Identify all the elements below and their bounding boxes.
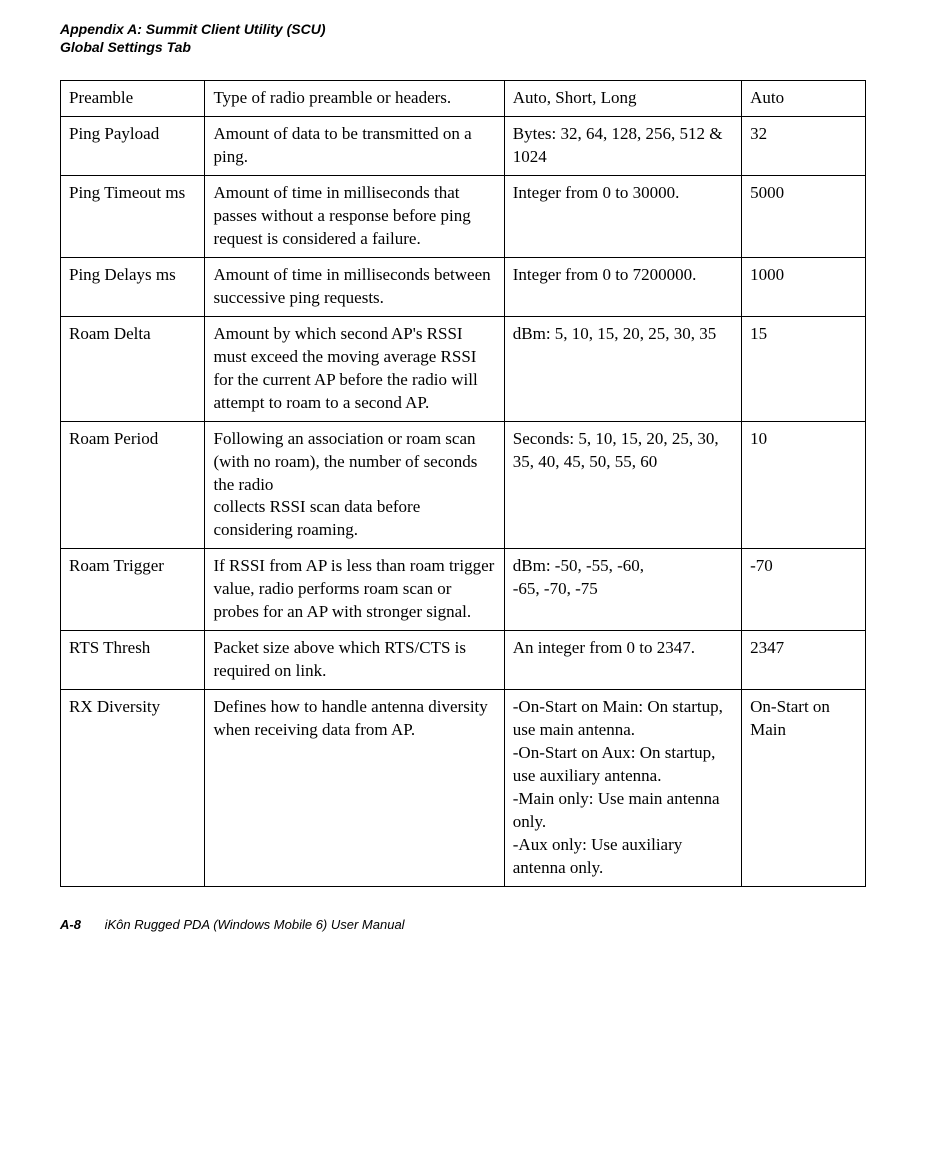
cell-default: 15 bbox=[742, 316, 866, 421]
cell-name: Ping Delays ms bbox=[61, 258, 205, 317]
page-number: A-8 bbox=[60, 917, 81, 932]
cell-options: Integer from 0 to 7200000. bbox=[504, 258, 741, 317]
cell-name: Roam Trigger bbox=[61, 549, 205, 631]
cell-default: 1000 bbox=[742, 258, 866, 317]
table-row: Roam PeriodFollowing an association or r… bbox=[61, 421, 866, 549]
manual-title: iKôn Rugged PDA (Windows Mobile 6) User … bbox=[105, 917, 405, 932]
cell-description: Amount of data to be transmitted on a pi… bbox=[205, 117, 504, 176]
cell-options: Seconds: 5, 10, 15, 20, 25, 30, 35, 40, … bbox=[504, 421, 741, 549]
cell-name: Ping Payload bbox=[61, 117, 205, 176]
table-row: Ping PayloadAmount of data to be transmi… bbox=[61, 117, 866, 176]
table-row: RX DiversityDefines how to handle antenn… bbox=[61, 690, 866, 887]
cell-description: Packet size above which RTS/CTS is requi… bbox=[205, 631, 504, 690]
cell-name: Roam Delta bbox=[61, 316, 205, 421]
cell-description: Following an association or roam scan (w… bbox=[205, 421, 504, 549]
cell-name: RX Diversity bbox=[61, 690, 205, 887]
cell-options: -On-Start on Main: On startup, use main … bbox=[504, 690, 741, 887]
table-row: Roam TriggerIf RSSI from AP is less than… bbox=[61, 549, 866, 631]
cell-description: Amount by which second AP's RSSI must ex… bbox=[205, 316, 504, 421]
cell-name: Preamble bbox=[61, 81, 205, 117]
table-row: RTS ThreshPacket size above which RTS/CT… bbox=[61, 631, 866, 690]
cell-default: On-Start on Main bbox=[742, 690, 866, 887]
cell-description: Defines how to handle antenna diversity … bbox=[205, 690, 504, 887]
cell-name: Roam Period bbox=[61, 421, 205, 549]
header-line-1: Appendix A: Summit Client Utility (SCU) bbox=[60, 20, 866, 38]
table-body: PreambleType of radio preamble or header… bbox=[61, 81, 866, 886]
document-page: Appendix A: Summit Client Utility (SCU) … bbox=[0, 0, 926, 952]
cell-options: Integer from 0 to 30000. bbox=[504, 176, 741, 258]
cell-options: dBm: -50, -55, -60,-65, -70, -75 bbox=[504, 549, 741, 631]
cell-options: Auto, Short, Long bbox=[504, 81, 741, 117]
cell-default: 2347 bbox=[742, 631, 866, 690]
page-footer: A-8 iKôn Rugged PDA (Windows Mobile 6) U… bbox=[60, 917, 866, 932]
cell-default: 5000 bbox=[742, 176, 866, 258]
table-row: PreambleType of radio preamble or header… bbox=[61, 81, 866, 117]
cell-description: Type of radio preamble or headers. bbox=[205, 81, 504, 117]
cell-options: An integer from 0 to 2347. bbox=[504, 631, 741, 690]
cell-description: Amount of time in milliseconds between s… bbox=[205, 258, 504, 317]
table-row: Roam DeltaAmount by which second AP's RS… bbox=[61, 316, 866, 421]
cell-default: Auto bbox=[742, 81, 866, 117]
cell-options: dBm: 5, 10, 15, 20, 25, 30, 35 bbox=[504, 316, 741, 421]
cell-name: Ping Timeout ms bbox=[61, 176, 205, 258]
table-row: Ping Timeout msAmount of time in millise… bbox=[61, 176, 866, 258]
cell-description: Amount of time in milliseconds that pass… bbox=[205, 176, 504, 258]
header-line-2: Global Settings Tab bbox=[60, 38, 866, 56]
cell-default: -70 bbox=[742, 549, 866, 631]
global-settings-table: PreambleType of radio preamble or header… bbox=[60, 80, 866, 886]
page-header: Appendix A: Summit Client Utility (SCU) … bbox=[60, 20, 866, 56]
cell-name: RTS Thresh bbox=[61, 631, 205, 690]
cell-default: 32 bbox=[742, 117, 866, 176]
cell-description: If RSSI from AP is less than roam trigge… bbox=[205, 549, 504, 631]
cell-default: 10 bbox=[742, 421, 866, 549]
cell-options: Bytes: 32, 64, 128, 256, 512 & 1024 bbox=[504, 117, 741, 176]
table-row: Ping Delays msAmount of time in millisec… bbox=[61, 258, 866, 317]
